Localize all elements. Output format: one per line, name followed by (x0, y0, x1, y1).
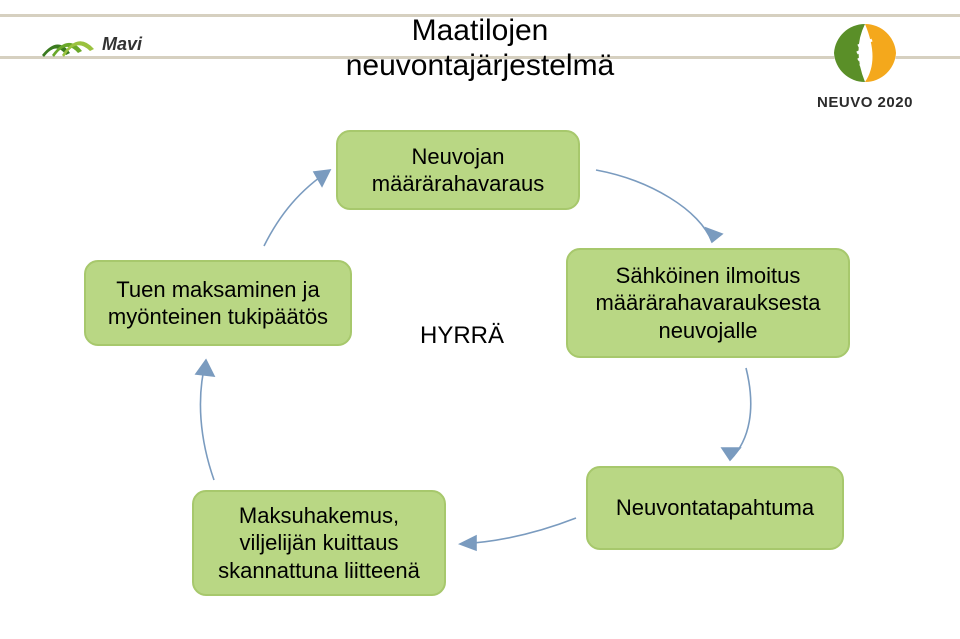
node-label: Tuen maksaminen ja (116, 277, 319, 302)
node-label: Neuvojan (412, 144, 505, 169)
node-payment-application: Maksuhakemus, viljelijän kuittaus skanna… (192, 490, 446, 596)
node-budget-reservation: Neuvojan määrärahavaraus (336, 130, 580, 210)
node-label: määrärahavaraus (372, 171, 544, 196)
node-label: Maksuhakemus, (239, 503, 399, 528)
neuvo-logo-text: NEUVO 2020 (800, 94, 930, 111)
node-label: määrärahavarauksesta (595, 290, 820, 315)
node-electronic-notice: Sähköinen ilmoitus määrärahavarauksesta … (566, 248, 850, 358)
node-label: Neuvontatapahtuma (616, 495, 814, 520)
neuvo-leaf-icon (830, 20, 900, 86)
node-label: myönteinen tukipäätös (108, 304, 328, 329)
node-advisory-event: Neuvontatapahtuma (586, 466, 844, 550)
node-payment-decision: Tuen maksaminen ja myönteinen tukipäätös (84, 260, 352, 346)
title-line1: Maatilojen (412, 14, 549, 47)
header-bar: Mavi Maatilojen neuvontajärjestelmä NEUV… (0, 8, 960, 68)
node-label: viljelijän kuittaus (240, 530, 399, 555)
node-label: neuvojalle (658, 318, 757, 343)
title-line2: neuvontajärjestelmä (346, 49, 615, 82)
flow-diagram: HYRRÄ Neuvojan määrärahavaraus Sähköinen… (0, 130, 960, 630)
node-label: Sähköinen ilmoitus (616, 263, 801, 288)
neuvo-logo: NEUVO 2020 (800, 20, 930, 111)
node-label: skannattuna liitteenä (218, 558, 420, 583)
center-label: HYRRÄ (420, 322, 504, 350)
